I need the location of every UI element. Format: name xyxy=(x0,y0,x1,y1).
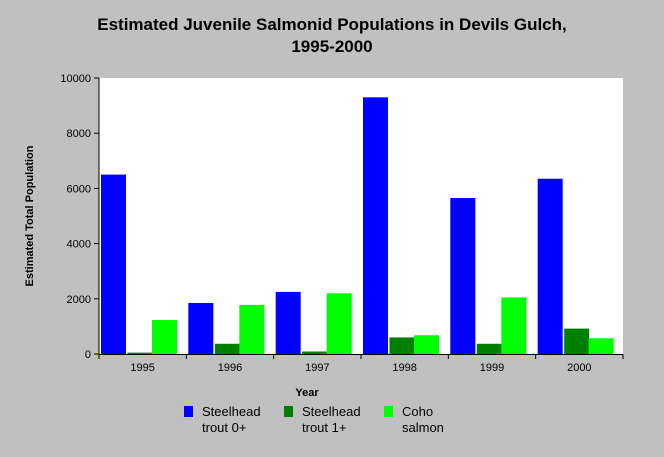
y-axis-label: Estimated Total Population xyxy=(24,145,36,286)
x-axis-label: Year xyxy=(295,387,319,399)
x-tick-label: 1996 xyxy=(218,362,242,374)
x-tick-label: 1998 xyxy=(392,362,416,374)
bar xyxy=(450,198,476,354)
legend-swatch xyxy=(184,406,193,417)
chart-title: Estimated Juvenile Salmonid Populations … xyxy=(97,15,567,56)
y-tick-label: 6000 xyxy=(67,183,91,195)
y-tick-label: 10000 xyxy=(60,73,91,85)
bar xyxy=(239,304,265,354)
y-tick-label: 0 xyxy=(85,349,91,361)
bar xyxy=(188,302,214,354)
legend-label: Steelhead trout 1+ xyxy=(302,404,361,435)
legend: Steelhead trout 0+ Steelhead trout 1+ Co… xyxy=(184,404,484,436)
y-tick-label: 2000 xyxy=(67,294,91,306)
y-tick-label: 4000 xyxy=(67,239,91,251)
legend-swatch xyxy=(284,406,293,417)
bar xyxy=(501,297,527,354)
bar xyxy=(152,320,177,354)
bar xyxy=(414,335,439,354)
bar xyxy=(275,291,301,354)
bar xyxy=(564,328,590,354)
legend-label: Coho salmon xyxy=(402,404,444,435)
bar xyxy=(127,352,153,354)
bar xyxy=(363,97,388,354)
bar xyxy=(214,343,240,354)
bar xyxy=(389,337,415,354)
bar xyxy=(588,338,614,354)
x-tick-label: 1999 xyxy=(480,362,504,374)
legend-swatch xyxy=(384,406,393,417)
x-tick-label: 1997 xyxy=(305,362,329,374)
bar xyxy=(326,293,352,354)
legend-label: Steelhead trout 0+ xyxy=(202,404,261,435)
bar xyxy=(476,343,502,354)
bar xyxy=(537,178,563,354)
plot-background xyxy=(99,78,623,354)
y-tick-label: 8000 xyxy=(67,128,91,140)
bar xyxy=(101,174,126,354)
legend-item-coho: Coho salmon xyxy=(384,404,484,436)
legend-item-steelhead-0: Steelhead trout 0+ xyxy=(184,404,284,436)
x-tick-label: 2000 xyxy=(567,362,591,374)
legend-item-steelhead-1: Steelhead trout 1+ xyxy=(284,404,384,436)
bar xyxy=(302,351,328,354)
x-tick-label: 1995 xyxy=(130,362,154,374)
